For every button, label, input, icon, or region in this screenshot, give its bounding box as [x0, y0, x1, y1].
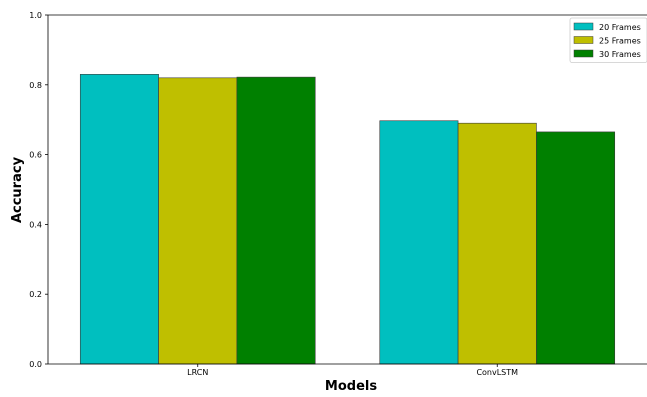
- legend: 20 Frames 25 Frames 30 Frames: [569, 17, 647, 63]
- y-tick-label: 0.6: [29, 151, 42, 160]
- legend-swatch: [573, 36, 594, 44]
- bar-lrcn-series-2: [158, 77, 238, 365]
- legend-label: 25 Frames: [599, 37, 641, 46]
- x-tick-label: LRCN: [187, 368, 208, 377]
- x-tick-label: ConvLSTM: [476, 368, 518, 377]
- y-tick-label: 0.0: [29, 360, 42, 369]
- y-tick-label: 0.8: [29, 81, 42, 90]
- y-tick-label: 0.2: [29, 290, 42, 299]
- legend-swatch: [573, 49, 594, 58]
- legend-label: 30 Frames: [599, 50, 641, 59]
- bar-lrcn-series-3: [236, 76, 316, 365]
- legend-label: 20 Frames: [599, 23, 641, 32]
- x-axis-title: Models: [325, 379, 377, 392]
- bar-lrcn-series-1: [79, 74, 159, 365]
- bar-convlstm-series-2: [457, 122, 537, 365]
- axes-layer: LRCN ConvLSTM 0.0 0.2 0.4 0.6 0.8 1.0: [29, 11, 647, 377]
- bar-convlstm-series-3: [536, 131, 616, 365]
- y-axis-title: Accuracy: [10, 156, 25, 223]
- y-tick-label: 1.0: [29, 11, 42, 20]
- bars-layer: [79, 74, 616, 365]
- bar-convlstm-series-1: [379, 120, 459, 365]
- y-tick-label: 0.4: [29, 220, 42, 229]
- legend-swatch: [573, 22, 594, 31]
